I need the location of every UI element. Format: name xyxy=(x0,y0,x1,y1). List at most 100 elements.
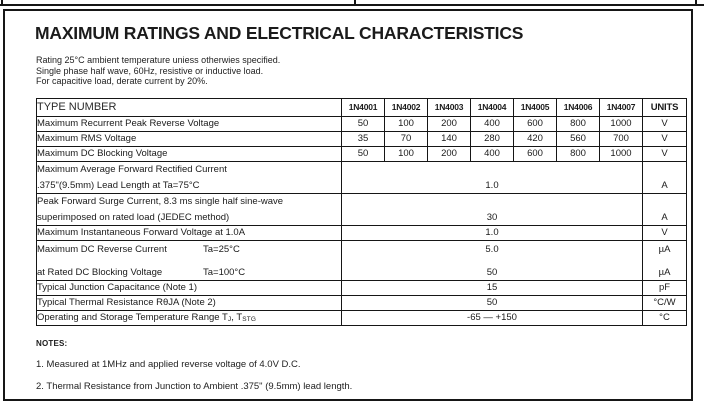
divider-tick-left xyxy=(1,0,3,4)
row-label: Maximum Recurrent Peak Reverse Voltage xyxy=(36,115,342,132)
value-stack: 5.0 50 xyxy=(343,241,642,279)
label-line-1: Peak Forward Surge Current, 8.3 ms singl… xyxy=(37,196,284,207)
unit-cell: A xyxy=(642,192,687,226)
row-label: Maximum Average Forward Rectified Curren… xyxy=(36,160,342,194)
value-cell-merged: 50 xyxy=(341,294,643,311)
row-label: Maximum RMS Voltage xyxy=(36,130,342,147)
temp-range-label-mid: , T xyxy=(231,312,243,323)
part-number-header: 1N4002 xyxy=(384,97,428,117)
reverse-current-label-1: Maximum DC Reverse Current xyxy=(37,243,167,255)
reverse-current-condition-2: Ta=100°C xyxy=(203,266,246,278)
part-number-header: 1N4006 xyxy=(556,97,600,117)
value-cell-merged: 15 xyxy=(341,279,643,296)
table-row-reverse-current: Maximum DC Reverse Current Ta=25°C at Ra… xyxy=(36,239,687,281)
row-label-stack: Peak Forward Surge Current, 8.3 ms singl… xyxy=(37,194,341,224)
rating-conditions: Rating 25°C ambient temperature uniess o… xyxy=(36,55,691,87)
table-row-thermal-resistance: Typical Thermal Resistance RθJA (Note 2)… xyxy=(36,294,687,311)
value-cell: 100 xyxy=(384,145,428,162)
value-cell: 800 xyxy=(556,115,600,132)
value-cell: 600 xyxy=(513,115,557,132)
ratings-table: TYPE NUMBER 1N4001 1N4002 1N4003 1N4004 … xyxy=(36,97,687,326)
row-label: Maximum DC Blocking Voltage xyxy=(36,145,342,162)
condition-line-2: Single phase half wave, 60Hz, resistive … xyxy=(36,65,264,76)
reverse-current-label-2: at Rated DC Blocking Voltage xyxy=(37,266,163,278)
part-number-header: 1N4005 xyxy=(513,97,557,117)
value-cell: 140 xyxy=(427,130,471,147)
value-cell: 70 xyxy=(384,130,428,147)
value-cell: 420 xyxy=(513,130,557,147)
value-cell: 200 xyxy=(427,115,471,132)
label-line-2: at Rated DC Blocking Voltage Ta=100°C xyxy=(37,266,341,278)
row-label: Typical Thermal Resistance RθJA (Note 2) xyxy=(36,294,342,311)
part-number-header: 1N4004 xyxy=(470,97,514,117)
unit-line-2: µA xyxy=(658,266,671,278)
label-line-1: Maximum DC Reverse Current Ta=25°C xyxy=(37,243,341,255)
type-number-header: TYPE NUMBER xyxy=(36,97,342,117)
value-cell: 100 xyxy=(384,115,428,132)
value-cell: 1000 xyxy=(599,145,643,162)
value-cell: 50 xyxy=(341,145,385,162)
row-label-stack: Maximum Average Forward Rectified Curren… xyxy=(37,162,341,192)
label-line-2: .375"(9.5mm) Lead Length at Ta=75°C xyxy=(37,180,200,191)
note-1: 1. Measured at 1MHz and applied reverse … xyxy=(36,358,301,370)
unit-stack: µA µA xyxy=(644,241,686,279)
value-cell: 35 xyxy=(341,130,385,147)
temp-range-sub-j: J xyxy=(227,316,232,323)
row-label: Typical Junction Capacitance (Note 1) xyxy=(36,279,342,296)
unit-cell: V xyxy=(642,115,687,132)
part-number-header: 1N4003 xyxy=(427,97,471,117)
value-cell: 200 xyxy=(427,145,471,162)
table-row-forward-voltage: Maximum Instantaneous Forward Voltage at… xyxy=(36,224,687,241)
unit-line-1: µA xyxy=(658,243,671,255)
label-line-1: Maximum Average Forward Rectified Curren… xyxy=(37,164,227,175)
unit-cell: V xyxy=(642,145,687,162)
previous-section-divider xyxy=(0,0,704,6)
table-row-surge-current: Peak Forward Surge Current, 8.3 ms singl… xyxy=(36,192,687,226)
value-cell-merged: 30 xyxy=(341,192,643,226)
value-cell: 600 xyxy=(513,145,557,162)
value-cell: 400 xyxy=(470,115,514,132)
reverse-current-condition-1: Ta=25°C xyxy=(203,243,240,255)
value-line-2: 50 xyxy=(486,266,498,278)
value-cell: 800 xyxy=(556,145,600,162)
units-header: UNITS xyxy=(642,97,687,117)
table-row-rms-voltage: Maximum RMS Voltage 35 70 140 280 420 56… xyxy=(36,130,687,147)
table-header-row: TYPE NUMBER 1N4001 1N4002 1N4003 1N4004 … xyxy=(36,97,687,117)
row-label: Peak Forward Surge Current, 8.3 ms singl… xyxy=(36,192,342,226)
value-cell-merged: 1.0 xyxy=(341,224,643,241)
row-label: Operating and Storage Temperature Range … xyxy=(36,309,342,326)
unit-cell: A xyxy=(642,160,687,194)
notes-heading: NOTES: xyxy=(36,338,68,348)
value-cell: 1000 xyxy=(599,115,643,132)
row-label-stack: Maximum DC Reverse Current Ta=25°C at Ra… xyxy=(37,241,341,279)
value-cell: 400 xyxy=(470,145,514,162)
row-label: Maximum Instantaneous Forward Voltage at… xyxy=(36,224,342,241)
part-number-header: 1N4007 xyxy=(599,97,643,117)
table-row-avg-forward-current: Maximum Average Forward Rectified Curren… xyxy=(36,160,687,194)
table-row-junction-capacitance: Typical Junction Capacitance (Note 1) 15… xyxy=(36,279,687,296)
table-row-dc-blocking-voltage: Maximum DC Blocking Voltage 50 100 200 4… xyxy=(36,145,687,162)
value-cell: 560 xyxy=(556,130,600,147)
notes-section: NOTES: 1. Measured at 1MHz and applied r… xyxy=(36,339,691,392)
note-2: 2. Thermal Resistance from Junction to A… xyxy=(36,380,353,392)
value-cell-merged: -65 — +150 xyxy=(341,309,643,326)
value-cell-merged: 5.0 50 xyxy=(341,239,643,281)
condition-line-3: For capacitive load, derate current by 2… xyxy=(36,76,208,86)
temp-range-sub-stg: STG xyxy=(242,316,257,323)
unit-cell: °C/W xyxy=(642,294,687,311)
section-title: MAXIMUM RATINGS AND ELECTRICAL CHARACTER… xyxy=(35,23,524,43)
value-cell: 700 xyxy=(599,130,643,147)
divider-tick-right xyxy=(695,0,697,4)
value-line-1: 5.0 xyxy=(485,243,499,255)
value-cell: 280 xyxy=(470,130,514,147)
unit-cell: µA µA xyxy=(642,239,687,281)
unit-cell: V xyxy=(642,224,687,241)
unit-cell: V xyxy=(642,130,687,147)
value-cell: 50 xyxy=(341,115,385,132)
table-row-temperature-range: Operating and Storage Temperature Range … xyxy=(36,309,687,326)
label-line-2: superimposed on rated load (JEDEC method… xyxy=(37,212,230,223)
part-number-header: 1N4001 xyxy=(341,97,385,117)
row-label: Maximum DC Reverse Current Ta=25°C at Ra… xyxy=(36,239,342,281)
value-cell-merged: 1.0 xyxy=(341,160,643,194)
condition-line-1: Rating 25°C ambient temperature uniess o… xyxy=(36,55,281,65)
